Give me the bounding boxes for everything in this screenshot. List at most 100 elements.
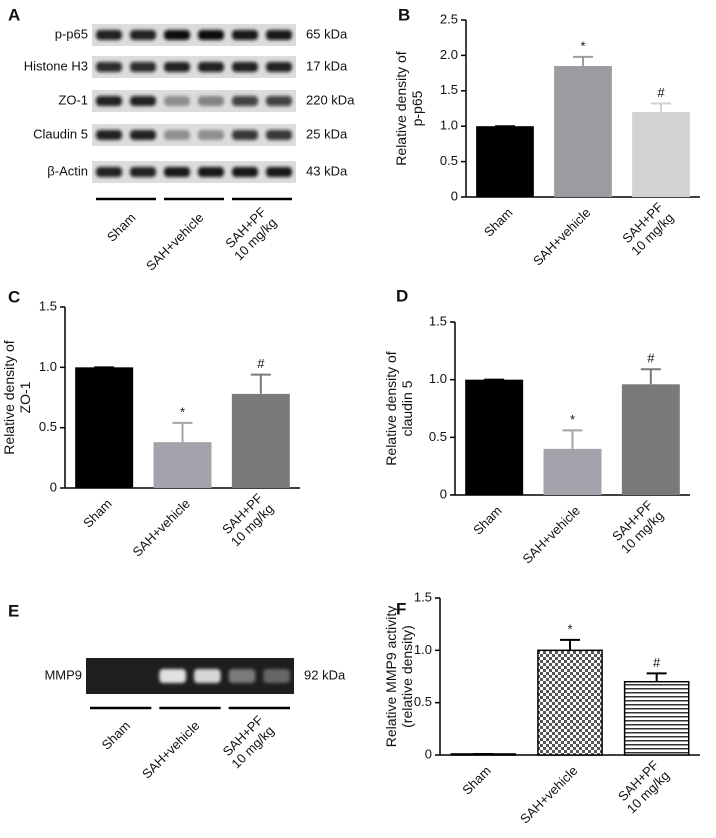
error-bar — [651, 102, 671, 113]
y-tick-label: 0 — [451, 188, 458, 203]
x-tick-label: Sham — [80, 496, 115, 531]
blot-band — [130, 30, 156, 40]
significance-marker: * — [570, 412, 575, 427]
x-tick-label: SAH+vehicle — [520, 503, 583, 566]
x-tick-label: SAH+vehicle — [130, 496, 193, 559]
blot-band — [232, 62, 258, 72]
blot-band — [266, 96, 292, 106]
blot-band — [266, 167, 292, 177]
error-bar — [560, 638, 580, 651]
significance-marker: * — [580, 38, 585, 53]
y-tick-label: 1.0 — [429, 371, 447, 386]
blot-size-label: 17 kDa — [306, 58, 348, 73]
blot-band — [96, 30, 122, 40]
blot-band — [130, 130, 156, 140]
blot-band — [232, 96, 258, 106]
y-tick-label: 1.0 — [440, 118, 458, 133]
y-tick-label: 1.5 — [429, 313, 447, 328]
bar — [231, 393, 290, 488]
panel-label: F — [396, 599, 406, 618]
bar — [476, 126, 534, 197]
y-tick-label: 0.5 — [429, 429, 447, 444]
y-axis-label: Relative density ofZO-1 — [1, 340, 33, 455]
blot-strip — [92, 161, 296, 183]
blot-band — [130, 167, 156, 177]
blot-band — [266, 30, 292, 40]
panel-label: A — [8, 5, 20, 24]
y-tick-label: 1.0 — [414, 642, 432, 657]
y-tick-label: 0.5 — [414, 694, 432, 709]
blot-band — [164, 30, 190, 40]
significance-marker: # — [257, 356, 265, 371]
panel-label: B — [398, 5, 410, 24]
significance-marker: * — [567, 621, 572, 636]
blot-band — [130, 96, 156, 106]
significance-marker: * — [180, 404, 185, 419]
blot-band — [198, 96, 224, 106]
y-tick-label: 0.5 — [440, 153, 458, 168]
blot-size-label: 25 kDa — [306, 126, 348, 141]
blot-strip — [92, 56, 296, 78]
blot-size-label: 220 kDa — [306, 92, 355, 107]
blot-size-label: 92 kDa — [304, 667, 346, 682]
blot-strip — [92, 24, 296, 46]
y-tick-label: 0.5 — [39, 419, 57, 434]
blot-band — [198, 62, 224, 72]
x-tick-label: Sham — [470, 503, 505, 538]
y-tick-label: 0 — [440, 486, 447, 501]
error-bar — [562, 429, 583, 449]
group-label: SAH+vehicle — [143, 210, 206, 273]
blot-strip — [92, 90, 296, 112]
bar — [554, 66, 612, 198]
blot-strip — [92, 124, 296, 146]
blot-row-label: MMP9 — [44, 667, 82, 682]
bar — [537, 649, 603, 756]
group-label: SAH+PF10 mg/kg — [221, 205, 280, 264]
error-bar — [646, 672, 667, 682]
blot-band — [96, 96, 122, 106]
blot-band — [130, 62, 156, 72]
x-tick-label: Sham — [481, 205, 516, 240]
y-axis-label: Relative MMP9 activity(relative density) — [383, 606, 415, 748]
significance-marker: # — [647, 351, 655, 366]
bar — [543, 448, 602, 495]
blot-band — [198, 130, 224, 140]
group-label: SAH+vehicle — [139, 718, 202, 781]
y-tick-label: 1.0 — [39, 359, 57, 374]
blot-band — [96, 130, 122, 140]
blot-band — [194, 669, 221, 683]
blot-band — [164, 167, 190, 177]
bar — [623, 680, 690, 756]
bar — [153, 442, 212, 488]
panel-label: E — [8, 601, 19, 620]
x-tick-label: SAH+PF10 mg/kg — [608, 498, 667, 557]
blot-band — [232, 167, 258, 177]
blot-strip — [86, 658, 294, 694]
y-tick-label: 1.5 — [414, 589, 432, 604]
x-tick-label: SAH+PF10 mg/kg — [218, 491, 277, 550]
error-bar — [573, 55, 593, 67]
group-label: Sham — [99, 718, 134, 753]
error-bar — [250, 373, 271, 394]
blot-band — [164, 130, 190, 140]
x-tick-label: SAH+vehicle — [517, 763, 580, 826]
blot-band — [228, 669, 256, 683]
blot-band — [266, 130, 292, 140]
blot-band — [96, 62, 122, 72]
y-tick-label: 1.5 — [440, 82, 458, 97]
group-label: Sham — [104, 210, 139, 245]
bar — [75, 367, 134, 488]
blot-row-label: Claudin 5 — [33, 126, 88, 141]
significance-marker: # — [657, 85, 665, 100]
blot-band — [232, 30, 258, 40]
y-axis-label: Relative density ofp-p65 — [393, 51, 425, 166]
x-tick-label: SAH+PF10 mg/kg — [618, 200, 677, 259]
y-tick-label: 0 — [425, 746, 432, 761]
error-bar — [172, 421, 193, 443]
x-tick-label: SAH+PF10 mg/kg — [613, 758, 672, 817]
blot-band — [232, 130, 258, 140]
blot-row-label: p-p65 — [55, 26, 88, 41]
y-tick-label: 2.0 — [440, 47, 458, 62]
blot-row-label: β-Actin — [47, 163, 88, 178]
